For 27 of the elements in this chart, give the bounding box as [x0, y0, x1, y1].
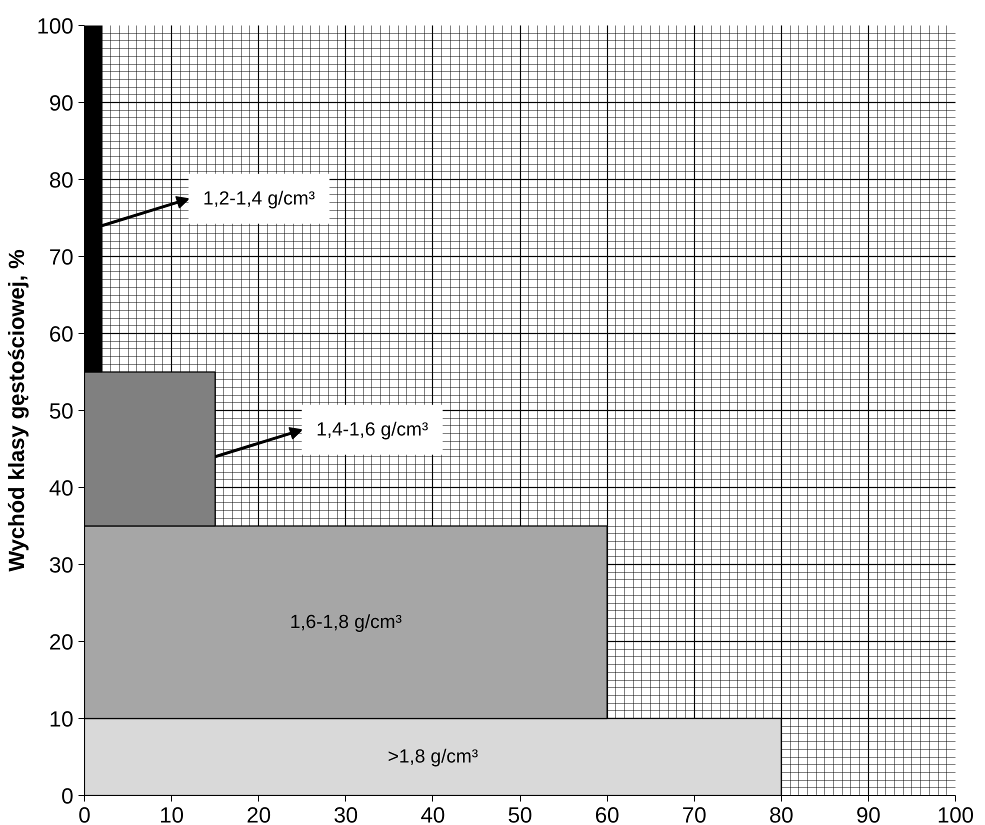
x-tick-label: 80: [769, 802, 794, 825]
x-tick-label: 40: [420, 802, 446, 825]
annotation: 1,4-1,6 g/cm³: [316, 419, 428, 440]
x-tick-label: 50: [508, 802, 532, 825]
y-tick-label: 10: [49, 706, 74, 732]
y-tick-label: 100: [36, 14, 74, 38]
y-tick-label: 60: [49, 322, 74, 346]
y-tick-label: 40: [49, 476, 74, 500]
x-tick-label: 0: [78, 802, 91, 825]
y-tick-label: 30: [49, 552, 74, 578]
y-tick-label: 80: [49, 168, 74, 192]
y-tick-label: 20: [49, 630, 74, 654]
y-tick-label: 90: [49, 90, 74, 116]
x-tick-label: 20: [246, 802, 271, 825]
y-tick-label: 50: [49, 398, 74, 424]
annotation: 1,6-1,8 g/cm³: [290, 612, 402, 633]
annotation: >1,8 g/cm³: [388, 746, 478, 768]
y-tick-label: 0: [61, 784, 74, 808]
x-tick-label: 10: [159, 802, 184, 825]
y-axis-title: Wychód klasy gęstościowej, %: [4, 249, 29, 572]
y-tick-label: 70: [49, 244, 74, 270]
x-tick-label: 30: [334, 802, 358, 825]
x-tick-label: 100: [937, 802, 974, 825]
x-tick-label: 60: [594, 802, 620, 825]
x-tick-label: 70: [682, 802, 706, 825]
annotation: 1,2-1,4 g/cm³: [203, 188, 315, 210]
x-tick-label: 90: [856, 802, 881, 825]
